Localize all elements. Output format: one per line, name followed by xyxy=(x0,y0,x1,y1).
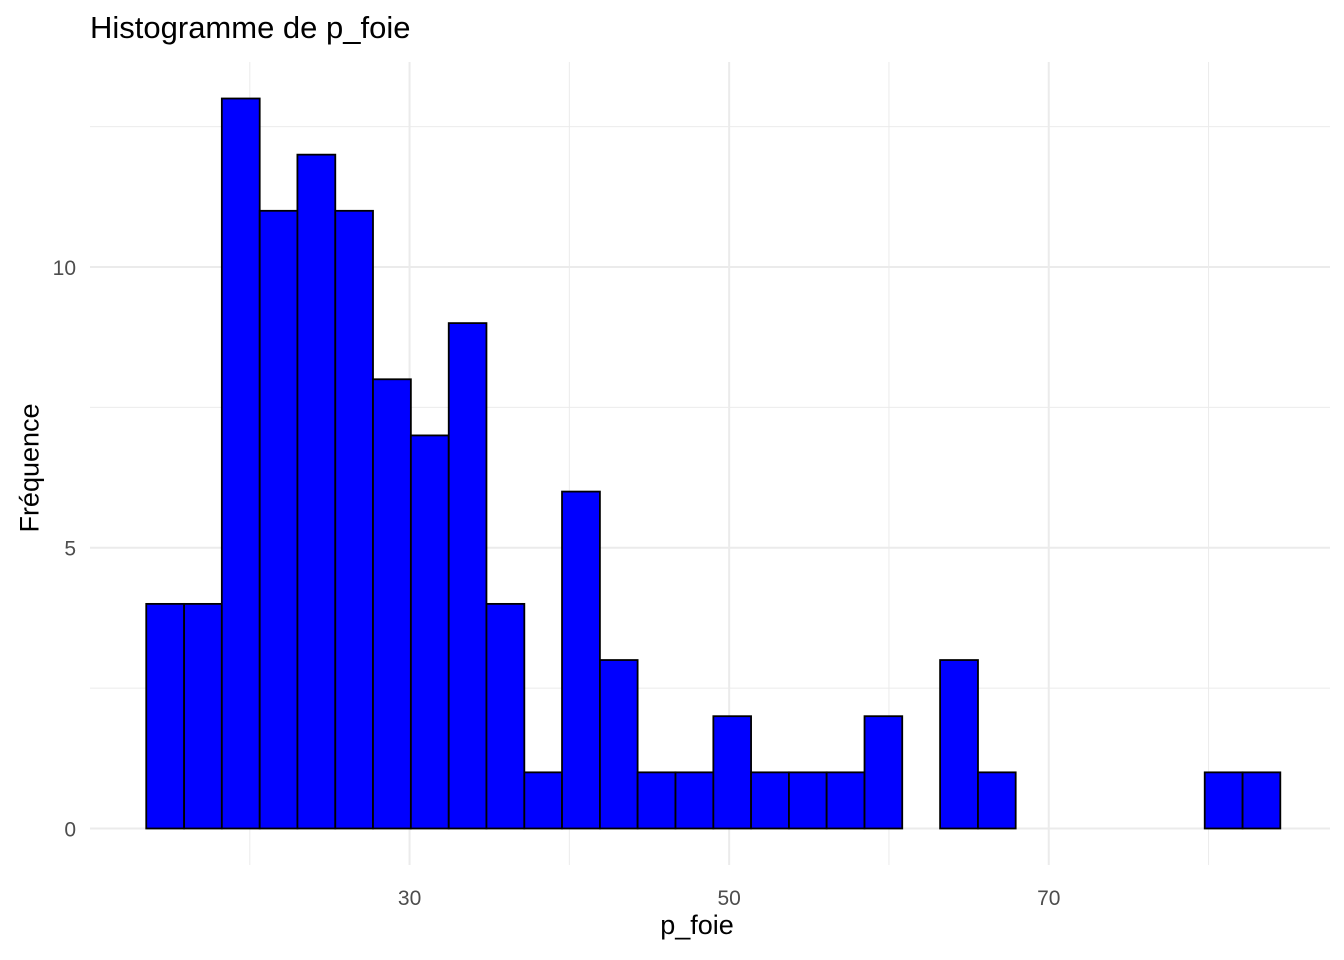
histogram-bar xyxy=(1241,771,1282,830)
histogram-bar xyxy=(750,771,790,830)
histogram-bar xyxy=(409,434,450,830)
histogram-bars xyxy=(145,97,1282,830)
histogram-bar xyxy=(788,771,828,830)
histogram-bar xyxy=(258,209,299,830)
chart-title: Histogramme de p_foie xyxy=(90,10,411,45)
histogram-bar xyxy=(145,602,186,830)
histogram-bar xyxy=(636,771,677,830)
histogram-bar xyxy=(183,602,223,830)
y-tick-label: 0 xyxy=(64,819,76,842)
histogram-bar xyxy=(372,378,412,830)
histogram-bar xyxy=(863,715,904,830)
histogram-bar xyxy=(674,771,715,830)
histogram-bar xyxy=(447,322,488,830)
histogram-bar xyxy=(296,153,337,830)
y-tick-label: 5 xyxy=(64,538,76,561)
histogram-bar xyxy=(712,715,752,830)
x-tick-label: 50 xyxy=(717,887,740,910)
histogram-bar xyxy=(523,771,563,830)
histogram-bar xyxy=(561,490,601,830)
histogram-bar xyxy=(825,771,866,830)
histogram-bar xyxy=(599,659,639,830)
histogram-bar xyxy=(977,771,1017,830)
x-axis-title: p_foie xyxy=(660,910,734,940)
y-tick-label: 10 xyxy=(53,257,76,280)
histogram-bar xyxy=(939,659,979,830)
histogram-bar xyxy=(220,97,261,830)
histogram-bar xyxy=(485,602,526,830)
x-tick-label: 70 xyxy=(1037,887,1060,910)
histogram-bar xyxy=(334,209,374,830)
y-axis-title: Fréquence xyxy=(14,403,45,533)
histogram-bar xyxy=(1203,771,1244,830)
x-tick-label: 30 xyxy=(398,887,421,910)
tick-labels: 30 50 70 0 5 10 xyxy=(53,257,1061,910)
